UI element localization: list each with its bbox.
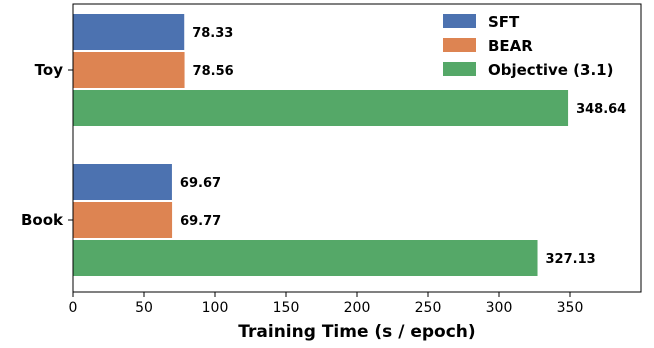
x-tick-label: 350 [557, 300, 584, 316]
value-label-book-bear: 69.77 [180, 214, 221, 229]
value-label-book-sft: 69.67 [180, 176, 221, 191]
x-tick-label: 50 [135, 300, 153, 316]
y-tick-label-toy: Toy [35, 61, 64, 79]
bars-layer [73, 14, 569, 276]
legend-label-bear: BEAR [488, 37, 533, 55]
y-axis-ticks: Toy Book [21, 61, 73, 229]
bar-toy-objective-3-1 [73, 90, 569, 126]
bar-toy-bear [73, 52, 185, 88]
legend-label-objective-3-1: Objective (3.1) [488, 61, 613, 79]
value-label-toy-sft: 78.33 [192, 26, 233, 41]
x-tick-label: 300 [486, 300, 513, 316]
value-label-book-objective-3-1: 327.13 [546, 252, 596, 267]
x-tick-label: 100 [202, 300, 229, 316]
x-tick-label: 250 [415, 300, 442, 316]
x-axis-title: Training Time (s / epoch) [238, 322, 475, 342]
value-label-toy-bear: 78.56 [193, 64, 234, 79]
value-labels-layer: 78.33 78.56 348.64 69.67 69.77 327.13 [180, 26, 626, 267]
legend-swatch-bear [443, 38, 476, 52]
bar-toy-sft [73, 14, 185, 50]
legend: SFT BEAR Objective (3.1) [443, 13, 613, 79]
x-axis-ticks: 0 50 100 150 200 250 300 350 [69, 292, 584, 316]
bar-book-sft [73, 164, 172, 200]
legend-label-sft: SFT [488, 13, 520, 31]
bar-book-objective-3-1 [73, 240, 538, 276]
legend-swatch-objective-3-1 [443, 62, 476, 76]
value-label-toy-objective-3-1: 348.64 [576, 102, 626, 117]
bar-book-bear [73, 202, 173, 238]
x-tick-label: 200 [344, 300, 371, 316]
x-tick-label: 0 [69, 300, 78, 316]
x-tick-label: 150 [273, 300, 300, 316]
legend-swatch-sft [443, 14, 476, 28]
y-tick-label-book: Book [21, 211, 64, 229]
